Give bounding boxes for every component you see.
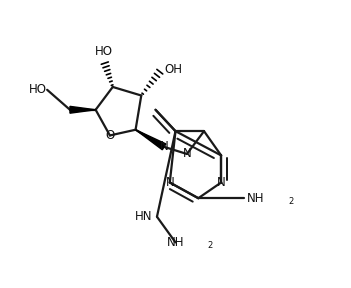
Text: N: N [160, 140, 168, 153]
Text: HO: HO [95, 46, 113, 58]
Text: O: O [105, 129, 114, 142]
Text: N: N [183, 147, 191, 160]
Text: OH: OH [164, 63, 182, 76]
Text: HN: HN [135, 210, 153, 223]
Text: 2: 2 [208, 241, 213, 250]
Text: N: N [165, 176, 174, 189]
Polygon shape [70, 106, 95, 113]
Text: NH: NH [247, 192, 264, 205]
Polygon shape [135, 130, 166, 150]
Text: NH: NH [167, 236, 184, 249]
Text: N: N [217, 176, 225, 189]
Text: 2: 2 [289, 196, 294, 206]
Text: HO: HO [29, 83, 47, 96]
